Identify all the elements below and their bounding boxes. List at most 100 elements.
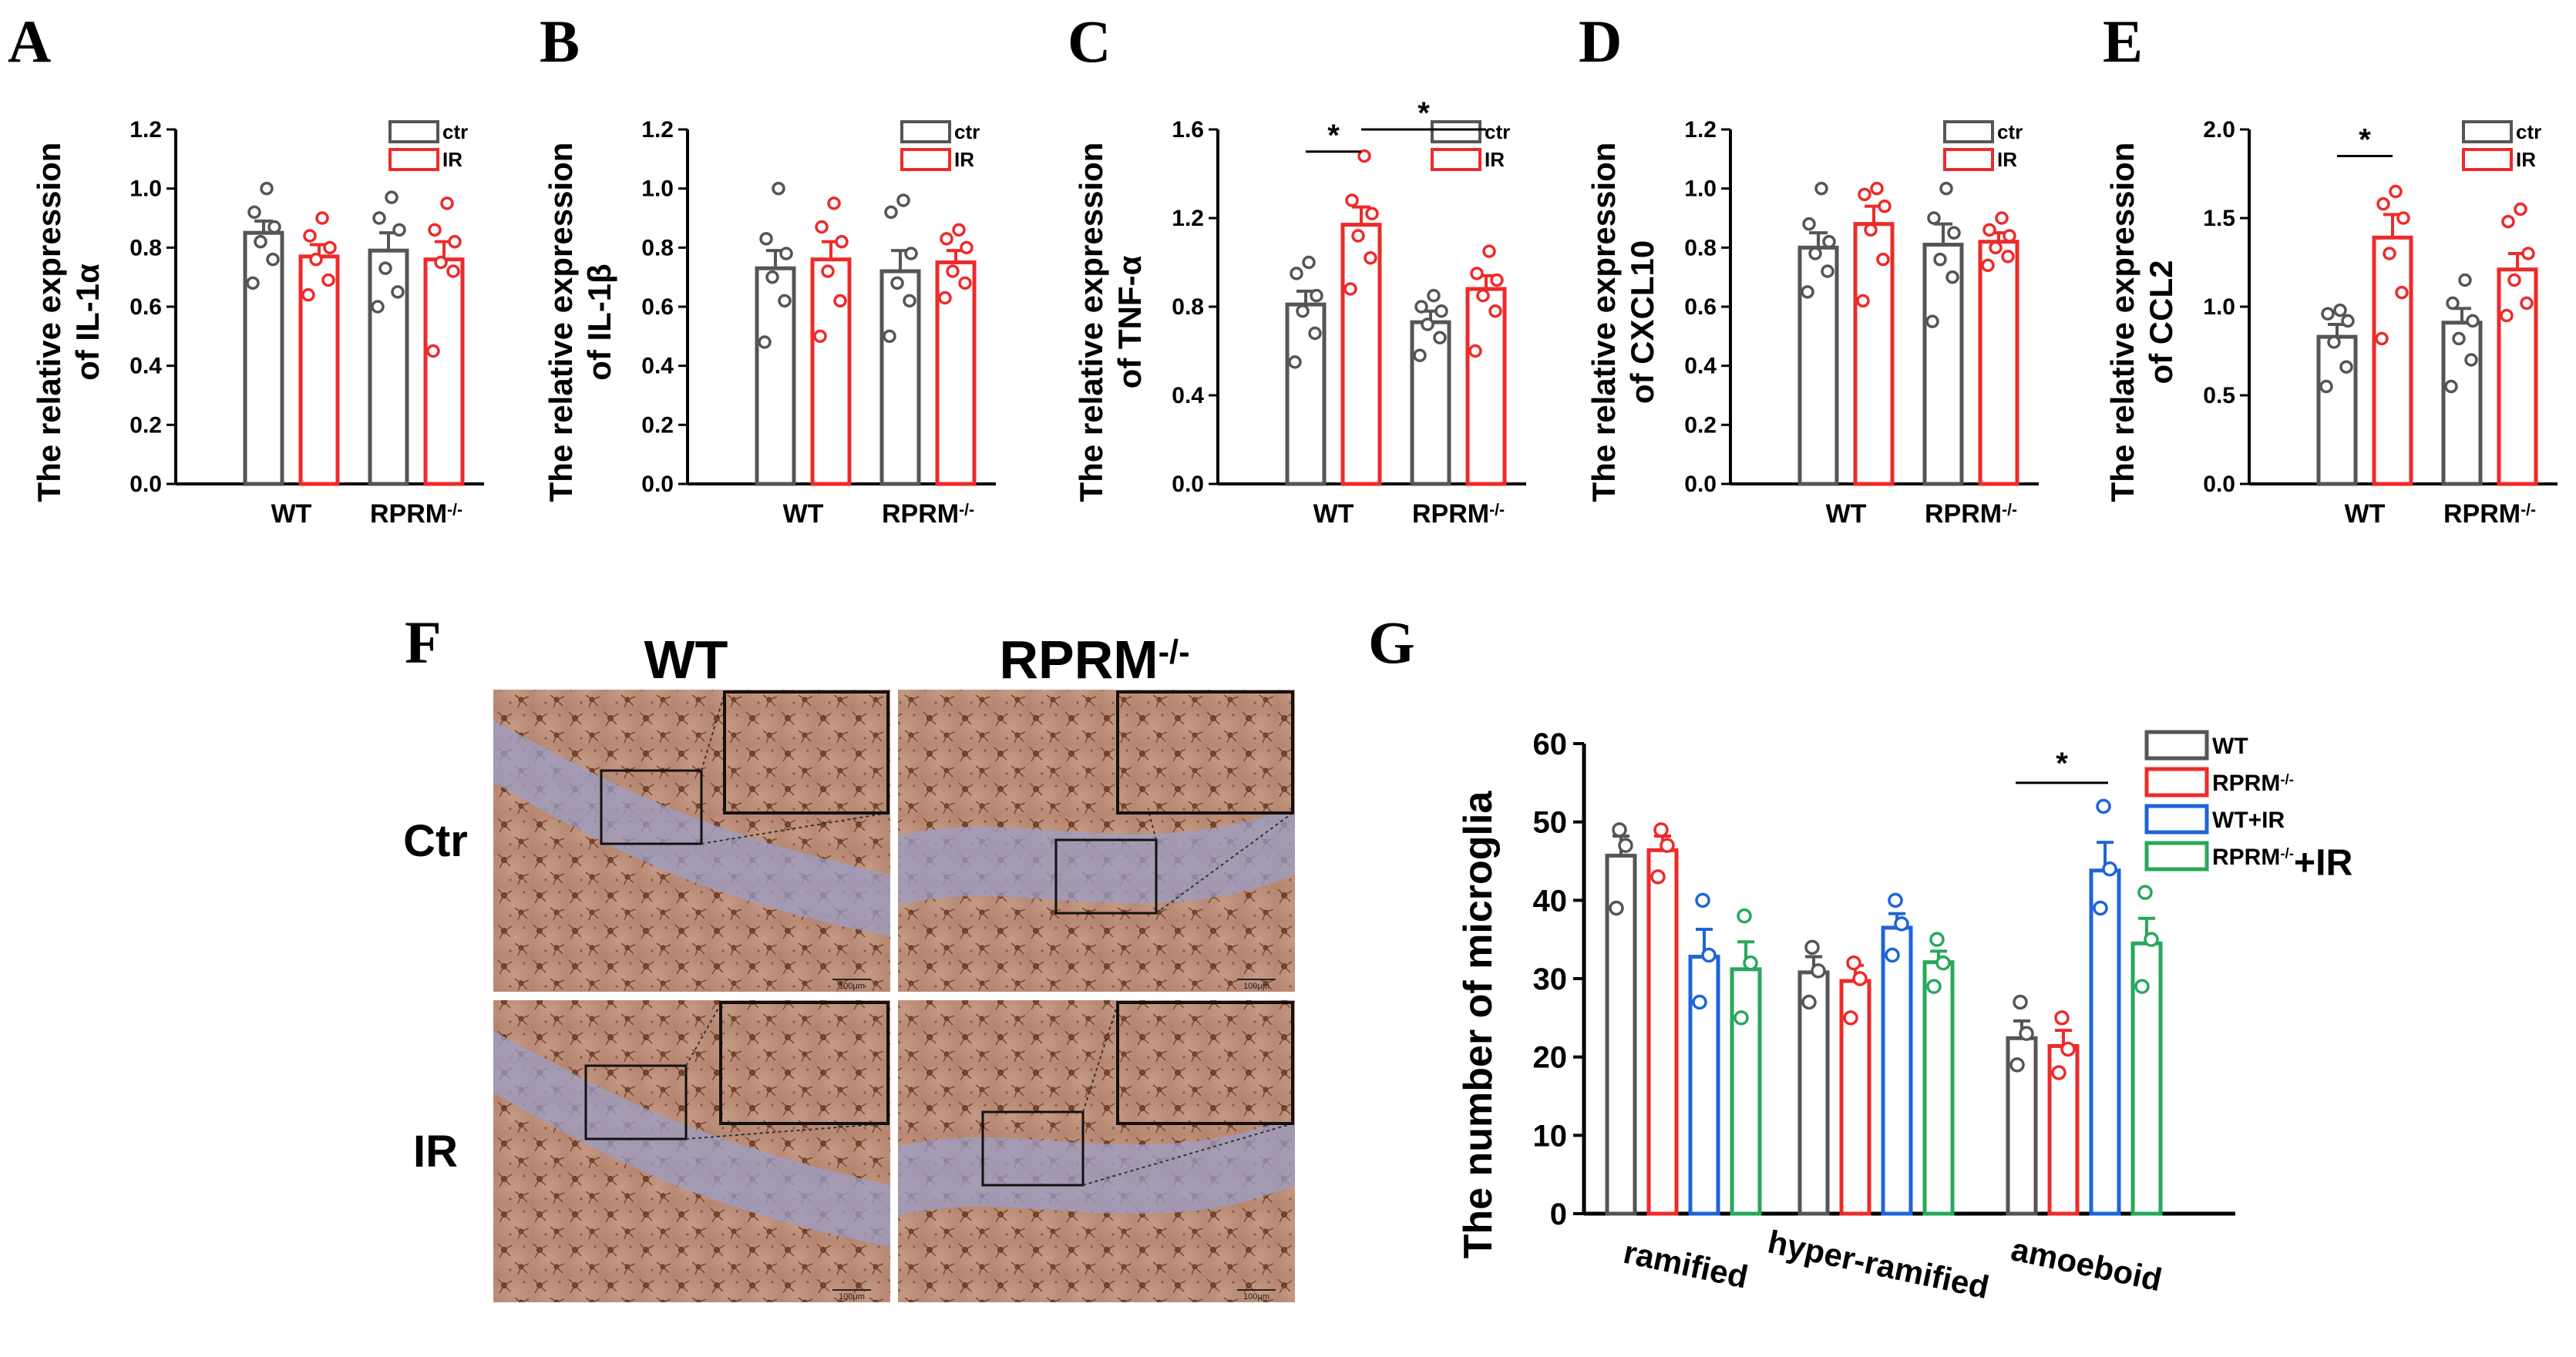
data-point bbox=[1427, 288, 1441, 303]
data-point bbox=[779, 247, 793, 260]
data-point bbox=[1609, 900, 1624, 916]
y-axis-label: The relative expression bbox=[1586, 143, 1622, 502]
data-point bbox=[323, 240, 337, 255]
data-point bbox=[890, 276, 904, 291]
data-point bbox=[1433, 331, 1447, 344]
data-point bbox=[301, 287, 315, 302]
data-point bbox=[1343, 282, 1357, 296]
significance-star: * bbox=[2056, 747, 2068, 781]
data-point bbox=[1695, 892, 1710, 909]
scale-bar-label: 100μm bbox=[839, 982, 865, 991]
significance-star: * bbox=[1327, 119, 1340, 153]
legend-label: ctr bbox=[2516, 120, 2541, 143]
significance-star: * bbox=[2359, 123, 2371, 157]
y-axis-label: The relative expression bbox=[543, 143, 579, 502]
data-point bbox=[1302, 255, 1316, 270]
data-point bbox=[1925, 314, 1939, 328]
data-point bbox=[1692, 994, 1707, 1010]
data-point bbox=[1939, 181, 1953, 196]
data-point bbox=[2520, 296, 2534, 311]
significance-star: * bbox=[1417, 96, 1430, 130]
data-point bbox=[446, 264, 460, 278]
y-tick-label: 1.0 bbox=[1684, 176, 1717, 202]
bar-ctr bbox=[1922, 243, 1964, 486]
legend-swatch bbox=[2462, 120, 2513, 143]
label-base: RPRM bbox=[370, 499, 447, 529]
data-point bbox=[2144, 932, 2159, 947]
x-category-label: RPRM-/- bbox=[1925, 499, 2017, 529]
data-point bbox=[1364, 251, 1377, 265]
label-base: RPRM bbox=[2212, 771, 2280, 796]
data-point bbox=[1821, 264, 1834, 278]
y-tick-label: 30 bbox=[1533, 962, 1568, 996]
y-axis-label-line2: of TNF-α bbox=[1111, 255, 1148, 388]
data-point bbox=[1660, 838, 1675, 853]
bar-ir bbox=[810, 257, 852, 486]
x-category-label: ramified bbox=[1620, 1234, 1751, 1295]
data-point bbox=[392, 223, 406, 237]
y-tick-label: 2.0 bbox=[2203, 117, 2235, 143]
data-point bbox=[246, 276, 260, 291]
micrograph-ir-wt: 100μm bbox=[493, 1000, 890, 1302]
data-point bbox=[1982, 223, 1996, 237]
panel-c: C The relative expression of TNF-α 0.0 0.4 0.… bbox=[1068, 8, 1526, 529]
y-tick-label: 1.2 bbox=[641, 117, 674, 143]
y-tick-label: 1.6 bbox=[1172, 117, 1204, 143]
y-tick-label: 1.2 bbox=[129, 117, 162, 143]
data-point bbox=[1811, 963, 1826, 979]
micrograph-ctr-wt: 100μm bbox=[493, 690, 890, 992]
panel-e: E The relative expression of CCL2 0.0 0.5 1.0… bbox=[2103, 8, 2558, 529]
data-point bbox=[1308, 326, 1322, 341]
data-point bbox=[2333, 303, 2347, 317]
y-tick-label: 0.6 bbox=[641, 294, 674, 320]
data-point bbox=[1310, 288, 1323, 303]
y-tick-label: 1.2 bbox=[1684, 117, 1717, 143]
data-point bbox=[1490, 273, 1504, 287]
data-point bbox=[254, 234, 267, 249]
label-superscript: -/- bbox=[1159, 633, 1190, 670]
granule-layer bbox=[493, 720, 890, 936]
inset-connector bbox=[701, 812, 889, 845]
selection-box bbox=[981, 1110, 1085, 1187]
data-point bbox=[958, 276, 972, 291]
bar-ir bbox=[2372, 235, 2413, 486]
data-point bbox=[1357, 149, 1371, 163]
data-point bbox=[1653, 822, 1669, 838]
legend-swatch bbox=[388, 148, 439, 171]
label-base: RPRM bbox=[2212, 845, 2280, 870]
column-title: WT bbox=[644, 630, 728, 690]
y-axis-label: The relative expression bbox=[31, 143, 67, 502]
data-point bbox=[1808, 247, 1822, 260]
data-point bbox=[1856, 294, 1870, 308]
label-base: RPRM bbox=[1412, 499, 1489, 529]
data-point bbox=[1804, 939, 1820, 956]
data-point bbox=[1612, 822, 1627, 838]
data-point bbox=[883, 329, 896, 344]
y-tick-label: 0.2 bbox=[641, 412, 674, 438]
y-tick-label: 0.8 bbox=[1684, 235, 1717, 260]
data-point bbox=[1885, 947, 1900, 963]
data-point bbox=[2019, 1026, 2034, 1041]
y-axis-label: The relative expression bbox=[1073, 143, 1109, 502]
data-point bbox=[2396, 211, 2410, 225]
data-point bbox=[821, 264, 835, 278]
label-base: WT bbox=[644, 630, 728, 690]
data-point bbox=[2444, 379, 2458, 394]
data-point bbox=[765, 270, 779, 284]
data-point bbox=[1296, 304, 1310, 318]
label-base: RPRM bbox=[1925, 499, 2002, 529]
legend-swatch bbox=[1943, 120, 1994, 143]
y-tick-label: 60 bbox=[1533, 727, 1568, 761]
row-label: IR bbox=[413, 1127, 458, 1177]
data-point bbox=[2458, 273, 2472, 287]
data-point bbox=[1650, 869, 1666, 885]
data-point bbox=[1822, 234, 1836, 249]
data-point bbox=[321, 273, 335, 287]
data-point bbox=[1434, 304, 1448, 318]
data-point bbox=[1734, 1010, 1749, 1026]
data-point bbox=[2466, 314, 2480, 328]
bar-ir bbox=[1465, 287, 1507, 486]
selection-box bbox=[600, 769, 703, 845]
legend-label: ctr bbox=[954, 120, 980, 143]
